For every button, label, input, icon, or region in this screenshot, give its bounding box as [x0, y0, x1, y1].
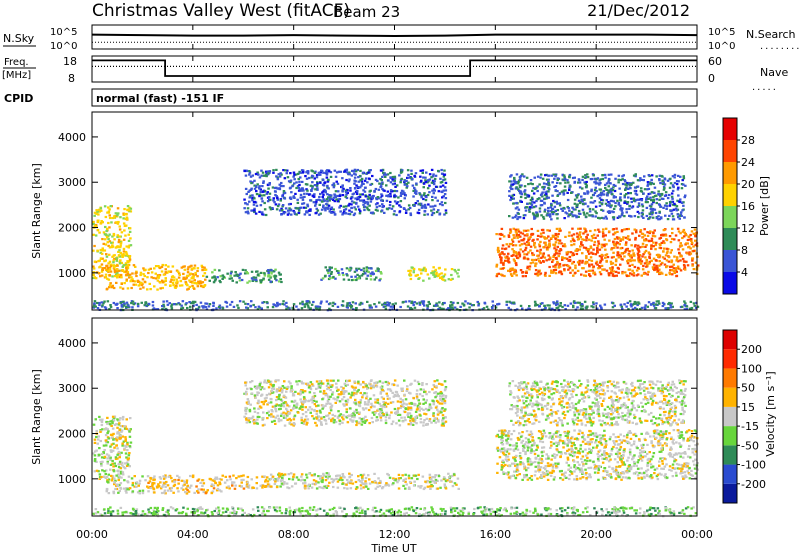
colorbar-tick-label: 200: [741, 343, 762, 356]
colorbar-segment: [723, 483, 737, 503]
date-title: 21/Dec/2012: [587, 1, 690, 20]
colorbar-tick-label: -100: [741, 459, 766, 472]
range-tick-label: 1000: [58, 473, 86, 486]
range-tick-label: 2000: [58, 222, 86, 235]
noise-tick-left-bottom: 10^0: [50, 41, 77, 52]
heatmap-region-6: [495, 227, 700, 278]
station-title: Christmas Valley West (fitACF): [92, 1, 350, 21]
noise-series-nsky: [91, 33, 698, 38]
range-tick-label: 2000: [58, 428, 86, 441]
colorbar-tick-label: 100: [741, 362, 762, 375]
freq-label: Freq.: [4, 57, 29, 68]
range-tick-label: 3000: [58, 382, 86, 395]
noise-tick-right-bottom: 10^0: [708, 41, 735, 52]
heatmap-region-0: [92, 415, 133, 481]
freq-tick-top: 18: [63, 55, 77, 68]
colorbar-segment: [723, 464, 737, 484]
range-tick-label: 4000: [58, 337, 86, 350]
power-colorbar: 28 24 20 16 12 8 4: [722, 117, 755, 295]
heatmap-region-7: [508, 379, 687, 427]
cpid-panel: [91, 88, 698, 107]
velocity-range-label: Slant Range [km]: [30, 369, 43, 465]
colorbar-tick-label: -15: [741, 420, 759, 433]
heatmap-region-5: [243, 379, 448, 427]
colorbar-tick-label: -50: [741, 439, 759, 452]
colorbar-segment: [723, 349, 737, 369]
heatmap-region-4: [407, 266, 460, 282]
colorbar-segment: [723, 118, 737, 140]
time-tick-label: 16:00: [479, 528, 511, 541]
colorbar-segment: [723, 206, 737, 228]
time-tick-label: 20:00: [580, 528, 612, 541]
heatmap-region-3: [320, 266, 383, 282]
colorbar-tick-label: 8: [741, 244, 748, 257]
colorbar-tick-label: 28: [741, 134, 755, 147]
time-tick-label: 04:00: [177, 528, 209, 541]
heatmap-region-1: [105, 474, 145, 495]
colorbar-segment: [723, 272, 737, 294]
nave-tick-bottom: 0: [708, 72, 715, 85]
colorbar-segment: [723, 162, 737, 184]
freq-tick-bottom: 8: [68, 72, 75, 85]
colorbar-segment: [723, 445, 737, 465]
nsky-label: N.Sky: [3, 32, 35, 45]
freq-unit: [MHz]: [2, 70, 31, 81]
heatmap-region-6: [495, 429, 699, 481]
velocity-colorbar: 200 100 50 15 -15 -50 -100 -200: [722, 329, 766, 504]
power-cbar-label: Power [dB]: [758, 176, 771, 236]
range-tick-label: 3000: [58, 176, 86, 189]
colorbar-segment: [723, 250, 737, 272]
power-range-label: Slant Range [km]: [30, 163, 43, 259]
svg-text:.....: .....: [752, 82, 778, 93]
heatmap-region-5: [243, 168, 448, 217]
colorbar-tick-label: 50: [741, 382, 755, 395]
svg-text:........: ........: [760, 41, 800, 52]
colorbar-tick-label: 16: [741, 200, 755, 213]
colorbar-segment: [723, 406, 737, 427]
colorbar-tick-label: -200: [741, 478, 766, 491]
noise-tick-left-top: 10^5: [50, 27, 77, 38]
colorbar-segment: [723, 368, 737, 388]
velocity-cbar-label: Velocity [m s⁻¹]: [764, 371, 777, 456]
heatmap-region-1: [104, 263, 208, 291]
heatmap-region-2: [205, 268, 283, 284]
noise-tick-right-top: 10^5: [708, 27, 735, 38]
colorbar-segment: [723, 426, 737, 446]
cpid-label: CPID: [4, 92, 33, 105]
cpid-text: normal (fast) -151 IF: [96, 92, 224, 105]
range-tick-label: 4000: [58, 131, 86, 144]
nave-label: Nave: [760, 66, 788, 79]
time-tick-label: 00:00: [76, 528, 108, 541]
colorbar-segment: [723, 330, 737, 350]
nsearch-label: N.Search: [746, 28, 796, 41]
colorbar-segment: [723, 228, 737, 250]
colorbar-tick-label: 12: [741, 222, 755, 235]
time-tick-label: 00:00: [681, 528, 713, 541]
power-heatmap: [92, 168, 700, 312]
colorbar-segment: [723, 140, 737, 162]
time-axis-label: Time UT: [370, 542, 416, 554]
nave-tick-top: 60: [708, 55, 722, 68]
colorbar-tick-label: 15: [741, 401, 755, 414]
colorbar-tick-label: 4: [741, 266, 748, 279]
colorbar-segment: [723, 184, 737, 206]
colorbar-frame: [722, 329, 738, 504]
heatmap-region-4: [268, 472, 460, 491]
range-tick-label: 1000: [58, 267, 86, 280]
heatmap-region-7: [508, 173, 687, 221]
freq-series: [92, 59, 697, 77]
colorbar-tick-label: 24: [741, 156, 755, 169]
colorbar-segment: [723, 387, 737, 407]
time-tick-label: 08:00: [278, 528, 310, 541]
velocity-heatmap: [92, 379, 699, 518]
heatmap-region-2: [144, 474, 224, 495]
colorbar-tick-label: 20: [741, 178, 755, 191]
heatmap-region-3: [223, 474, 271, 490]
time-tick-label: 12:00: [379, 528, 411, 541]
beam-title: Beam 23: [333, 3, 400, 21]
